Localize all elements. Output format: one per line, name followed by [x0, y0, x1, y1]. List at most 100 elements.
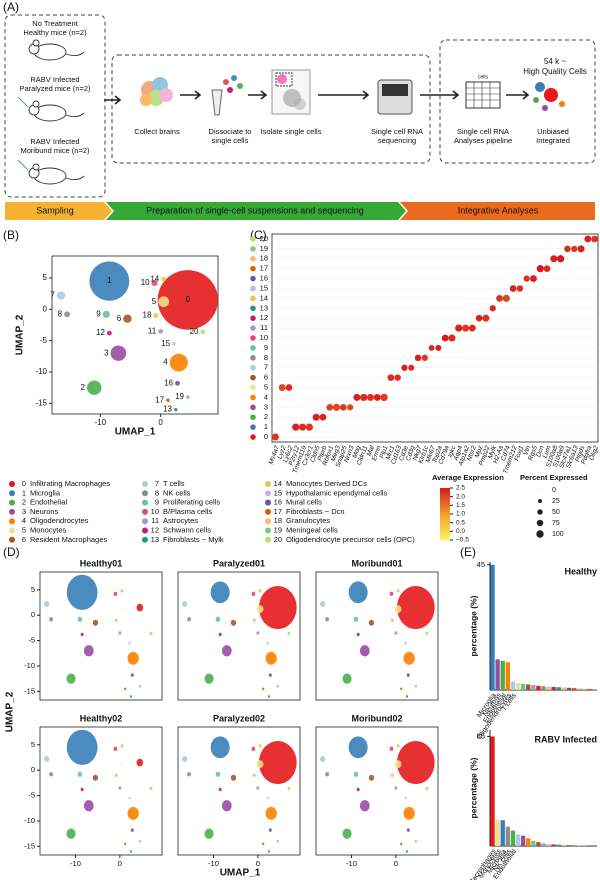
- cluster-blob: [77, 616, 83, 622]
- legend-id: 16: [274, 498, 282, 507]
- bar: [505, 826, 510, 846]
- sample-title: Healthy01: [80, 558, 123, 568]
- cluster-blob: [118, 786, 122, 790]
- colorbar-tick-label: 1.0: [456, 511, 465, 518]
- cluster-blob: [49, 617, 53, 622]
- bar: [515, 834, 521, 846]
- row-label: 0: [264, 432, 268, 441]
- bar: [561, 687, 567, 690]
- plot-frame: [315, 571, 439, 701]
- step-label: Dissociate to: [209, 127, 252, 136]
- cluster-blob: [348, 581, 368, 604]
- cluster-blob: [353, 616, 359, 622]
- row-swatch: [250, 384, 256, 391]
- colorbar-segment: [440, 498, 450, 502]
- bar: [546, 686, 551, 690]
- cluster-blob: [66, 574, 98, 610]
- bar: [500, 820, 505, 846]
- colorbar-segment: [440, 501, 450, 505]
- size-legend-title: Percent Expressed: [520, 473, 588, 482]
- cluster-blob: [400, 842, 403, 846]
- y-tick-label: 5: [43, 273, 48, 282]
- cluster-label: 17: [155, 395, 164, 404]
- cluster-blob: [252, 618, 256, 622]
- bar: [566, 687, 572, 690]
- legend-swatch: [265, 499, 271, 506]
- y-tick-label: 5: [31, 585, 35, 594]
- expression-dot: [305, 423, 313, 431]
- colorbar-segment: [440, 524, 450, 528]
- expression-dot: [571, 245, 578, 253]
- legend-id: 3: [22, 507, 26, 516]
- cluster-blob: [405, 850, 409, 853]
- cluster-blob: [218, 787, 222, 792]
- x-tick-label: -10: [346, 859, 357, 868]
- cluster-blob: [276, 839, 279, 843]
- cluster-blob: [151, 279, 158, 286]
- cluster-blob: [404, 796, 407, 800]
- flow-arrows: [104, 90, 530, 105]
- legend-swatch: [142, 527, 148, 534]
- cluster-blob: [320, 755, 326, 763]
- legend-name: Granulocytes: [286, 516, 330, 525]
- cluster-blob: [251, 591, 256, 596]
- cluster-blob: [356, 632, 360, 637]
- plot-frame: [39, 726, 163, 856]
- expression-dot: [468, 324, 476, 332]
- cluster-blob: [396, 744, 400, 748]
- expression-dot: [360, 393, 368, 402]
- cluster-blob: [218, 632, 222, 637]
- row-label: 17: [260, 264, 268, 273]
- legend-id: 8: [155, 488, 159, 497]
- cluster-blob: [425, 631, 429, 636]
- expression-dot: [577, 245, 585, 253]
- legend-id: 1: [22, 488, 26, 497]
- cluster-blob: [87, 380, 102, 395]
- bar: [510, 681, 516, 690]
- expression-dot: [353, 393, 361, 401]
- cluster-blob: [77, 771, 83, 777]
- x-tick-label: 0: [394, 859, 398, 868]
- cluster-blob: [136, 758, 144, 767]
- size-legend-dot: [539, 489, 541, 491]
- cluster-blob: [258, 589, 262, 593]
- cluster-blob: [394, 605, 402, 613]
- row-swatch: [250, 265, 256, 272]
- gene-label: Rgs5: [527, 445, 539, 462]
- cluster-blob: [266, 641, 269, 645]
- size-legend-label: 25: [552, 498, 560, 505]
- x-tick-label: -10: [208, 859, 219, 868]
- cluster-label: 4: [163, 358, 168, 367]
- cluster-blob: [173, 407, 178, 412]
- cluster-label: 15: [161, 339, 170, 348]
- cluster-blob: [267, 695, 271, 698]
- group-label: RABV Infected: [30, 75, 79, 84]
- cluster-blob: [394, 760, 402, 768]
- cluster-blob: [258, 585, 297, 630]
- cluster-label: 0: [186, 295, 191, 304]
- row-swatch: [250, 295, 256, 302]
- row-swatch: [250, 394, 256, 401]
- row-label: 14: [260, 293, 268, 302]
- cluster-blob: [396, 585, 435, 630]
- expression-dot: [346, 404, 354, 411]
- expression-dot: [340, 404, 347, 411]
- cluster-blob: [80, 787, 84, 792]
- row-label: 19: [260, 244, 268, 253]
- expression-dot: [394, 374, 401, 381]
- legend-swatch: [9, 527, 15, 534]
- cluster-blob: [89, 261, 130, 301]
- cluster-blob: [66, 729, 98, 765]
- x-axis-label: UMAP_1: [115, 427, 156, 438]
- legend-name: Oligodendrocytes: [30, 516, 89, 525]
- cluster-blob: [230, 774, 237, 781]
- cluster-label: 13: [163, 405, 172, 414]
- row-label: 9: [264, 343, 268, 352]
- expression-dot: [299, 423, 307, 431]
- expression-dot: [550, 255, 558, 263]
- bar: [571, 688, 577, 690]
- cluster-blob: [320, 600, 326, 608]
- step-label: Single cell RNA: [371, 127, 423, 136]
- y-tick-label: 0: [31, 765, 35, 774]
- gene-label: Vtn: [522, 445, 532, 457]
